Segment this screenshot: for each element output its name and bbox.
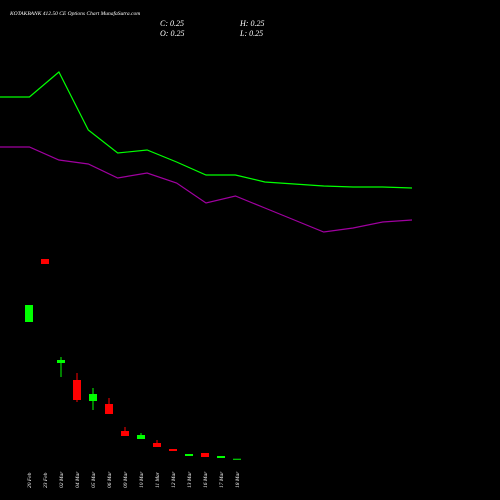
- x-tick-label: 18 Mar: [235, 471, 241, 488]
- info-open: O: 0.25: [160, 29, 184, 38]
- chart-title: KOTAKBANK 412.50 CE Options Chart Munafa…: [9, 10, 140, 17]
- candle-body: [121, 431, 129, 436]
- x-tick-label: 13 Mar: [187, 471, 193, 488]
- candle-body: [89, 394, 97, 401]
- info-high: H: 0.25: [239, 19, 264, 28]
- candle-body: [153, 443, 161, 447]
- candle-body: [105, 404, 113, 414]
- x-tick-label: 06 Mar: [107, 471, 113, 488]
- x-tick-label: 16 Mar: [203, 471, 209, 488]
- x-tick-label: 11 Mar: [155, 471, 161, 488]
- candle-body: [201, 453, 209, 457]
- x-tick-label: 05 Mar: [91, 471, 97, 488]
- overlay-line: [0, 146, 413, 233]
- x-tick-label: 10 Mar: [139, 471, 145, 488]
- x-tick-label: 04 Mar: [74, 471, 81, 488]
- x-tick-label: 17 Mar: [219, 471, 225, 488]
- x-tick-label: 09 Mar: [123, 471, 129, 488]
- candle-body: [233, 458, 241, 460]
- info-close: C: 0.25: [160, 19, 184, 28]
- x-tick-label: 12 Mar: [171, 471, 177, 488]
- candle-body: [185, 454, 193, 456]
- candle-body: [137, 435, 145, 439]
- candle-body: [169, 449, 177, 451]
- candle-body: [217, 456, 225, 458]
- x-tick-label: 23 Feb: [43, 472, 49, 488]
- candle-body: [57, 360, 65, 363]
- candle-body: [25, 305, 33, 322]
- info-low: L: 0.25: [239, 29, 263, 38]
- candle-body: [41, 259, 49, 264]
- overlay-line: [0, 71, 413, 189]
- x-tick-label: 02 Mar: [59, 471, 65, 488]
- x-tick-label: 20 Feb: [27, 472, 33, 488]
- candle-body: [73, 380, 81, 400]
